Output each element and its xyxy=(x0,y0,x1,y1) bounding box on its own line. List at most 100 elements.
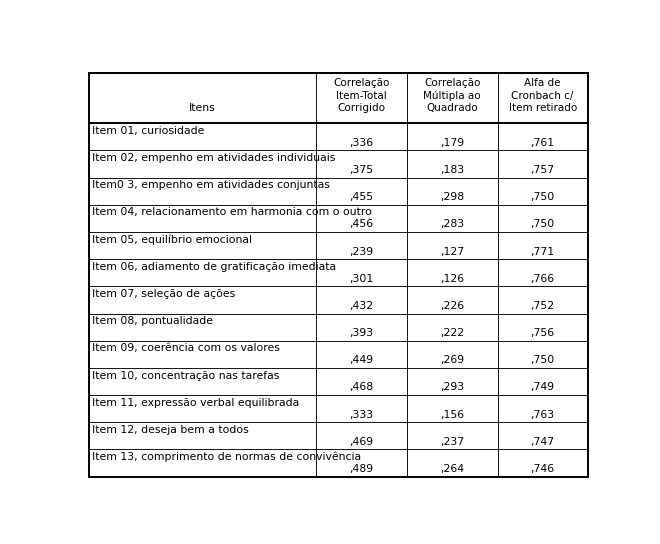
Text: ,179: ,179 xyxy=(440,138,464,148)
Bar xyxy=(498,151,588,178)
Bar xyxy=(498,205,588,232)
Bar xyxy=(88,205,315,232)
Bar xyxy=(407,232,498,259)
Text: Correlação
Item-Total
Corrigido: Correlação Item-Total Corrigido xyxy=(333,78,389,113)
Text: ,489: ,489 xyxy=(349,464,374,474)
Bar xyxy=(315,151,407,178)
Bar xyxy=(88,178,315,205)
Text: ,393: ,393 xyxy=(349,328,374,338)
Bar xyxy=(88,123,315,151)
Bar xyxy=(498,178,588,205)
Text: ,747: ,747 xyxy=(531,437,555,447)
Text: ,283: ,283 xyxy=(440,219,464,230)
Bar xyxy=(315,232,407,259)
Text: ,455: ,455 xyxy=(349,192,374,202)
Text: Item 06, adiamento de gratificação imediata: Item 06, adiamento de gratificação imedi… xyxy=(92,262,337,272)
Text: ,749: ,749 xyxy=(531,382,555,392)
Text: ,746: ,746 xyxy=(531,464,555,474)
Text: ,183: ,183 xyxy=(440,165,464,175)
Text: Itens: Itens xyxy=(189,103,216,113)
Text: ,752: ,752 xyxy=(531,301,555,311)
Bar xyxy=(407,73,498,123)
Bar xyxy=(498,341,588,368)
Bar xyxy=(88,341,315,368)
Text: ,264: ,264 xyxy=(440,464,464,474)
Bar xyxy=(315,259,407,286)
Text: Item 07, seleção de ações: Item 07, seleção de ações xyxy=(92,289,236,299)
Bar xyxy=(88,232,315,259)
Text: ,456: ,456 xyxy=(349,219,374,230)
Bar xyxy=(407,259,498,286)
Text: Correlação
Múltipla ao
Quadrado: Correlação Múltipla ao Quadrado xyxy=(423,78,481,113)
Text: ,750: ,750 xyxy=(531,219,555,230)
Bar xyxy=(315,395,407,422)
Text: ,375: ,375 xyxy=(349,165,374,175)
Text: Item 11, expressão verbal equilibrada: Item 11, expressão verbal equilibrada xyxy=(92,398,300,407)
Bar xyxy=(88,313,315,341)
Bar xyxy=(88,368,315,395)
Bar xyxy=(407,313,498,341)
Text: ,237: ,237 xyxy=(440,437,464,447)
Bar xyxy=(88,395,315,422)
Text: Item 08, pontualidade: Item 08, pontualidade xyxy=(92,316,213,326)
Text: Item 12, deseja bem a todos: Item 12, deseja bem a todos xyxy=(92,425,249,435)
Bar xyxy=(407,422,498,449)
Text: ,449: ,449 xyxy=(349,355,374,365)
Bar xyxy=(315,422,407,449)
Bar xyxy=(315,205,407,232)
Text: ,469: ,469 xyxy=(349,437,374,447)
Text: ,226: ,226 xyxy=(440,301,464,311)
Text: ,156: ,156 xyxy=(440,410,464,419)
Bar xyxy=(498,232,588,259)
Text: ,432: ,432 xyxy=(349,301,374,311)
Bar xyxy=(315,341,407,368)
Bar xyxy=(315,313,407,341)
Text: ,333: ,333 xyxy=(349,410,374,419)
Text: ,126: ,126 xyxy=(440,274,464,284)
Bar xyxy=(498,286,588,313)
Bar xyxy=(88,286,315,313)
Text: Item 10, concentração nas tarefas: Item 10, concentração nas tarefas xyxy=(92,370,280,380)
Text: Alfa de
Cronbach c/
Item retirado: Alfa de Cronbach c/ Item retirado xyxy=(509,78,577,113)
Bar xyxy=(315,449,407,477)
Text: Item 01, curiosidade: Item 01, curiosidade xyxy=(92,126,205,136)
Text: ,468: ,468 xyxy=(349,382,374,392)
Bar xyxy=(407,449,498,477)
Bar xyxy=(498,313,588,341)
Text: ,127: ,127 xyxy=(440,246,464,257)
Bar xyxy=(407,395,498,422)
Text: Item 13, comprimento de normas de convivência: Item 13, comprimento de normas de conviv… xyxy=(92,452,361,462)
Bar xyxy=(498,422,588,449)
Text: ,761: ,761 xyxy=(531,138,555,148)
Bar xyxy=(88,259,315,286)
Bar xyxy=(315,73,407,123)
Bar xyxy=(498,449,588,477)
Bar xyxy=(498,259,588,286)
Text: ,293: ,293 xyxy=(440,382,464,392)
Bar xyxy=(407,205,498,232)
Text: ,750: ,750 xyxy=(531,355,555,365)
Bar xyxy=(407,368,498,395)
Bar xyxy=(498,123,588,151)
Text: Item 04, relacionamento em harmonia com o outro: Item 04, relacionamento em harmonia com … xyxy=(92,207,372,218)
Bar xyxy=(315,178,407,205)
Bar xyxy=(407,286,498,313)
Bar xyxy=(407,341,498,368)
Text: ,239: ,239 xyxy=(349,246,374,257)
Bar xyxy=(407,123,498,151)
Bar xyxy=(498,368,588,395)
Text: ,301: ,301 xyxy=(349,274,374,284)
Text: ,756: ,756 xyxy=(531,328,555,338)
Bar xyxy=(315,368,407,395)
Text: ,763: ,763 xyxy=(531,410,555,419)
Bar xyxy=(88,73,315,123)
Bar xyxy=(498,395,588,422)
Text: ,269: ,269 xyxy=(440,355,464,365)
Bar xyxy=(88,422,315,449)
Text: ,757: ,757 xyxy=(531,165,555,175)
Bar xyxy=(315,286,407,313)
Text: ,771: ,771 xyxy=(531,246,555,257)
Bar xyxy=(315,123,407,151)
Text: ,766: ,766 xyxy=(531,274,555,284)
Text: Item0 3, empenho em atividades conjuntas: Item0 3, empenho em atividades conjuntas xyxy=(92,180,330,190)
